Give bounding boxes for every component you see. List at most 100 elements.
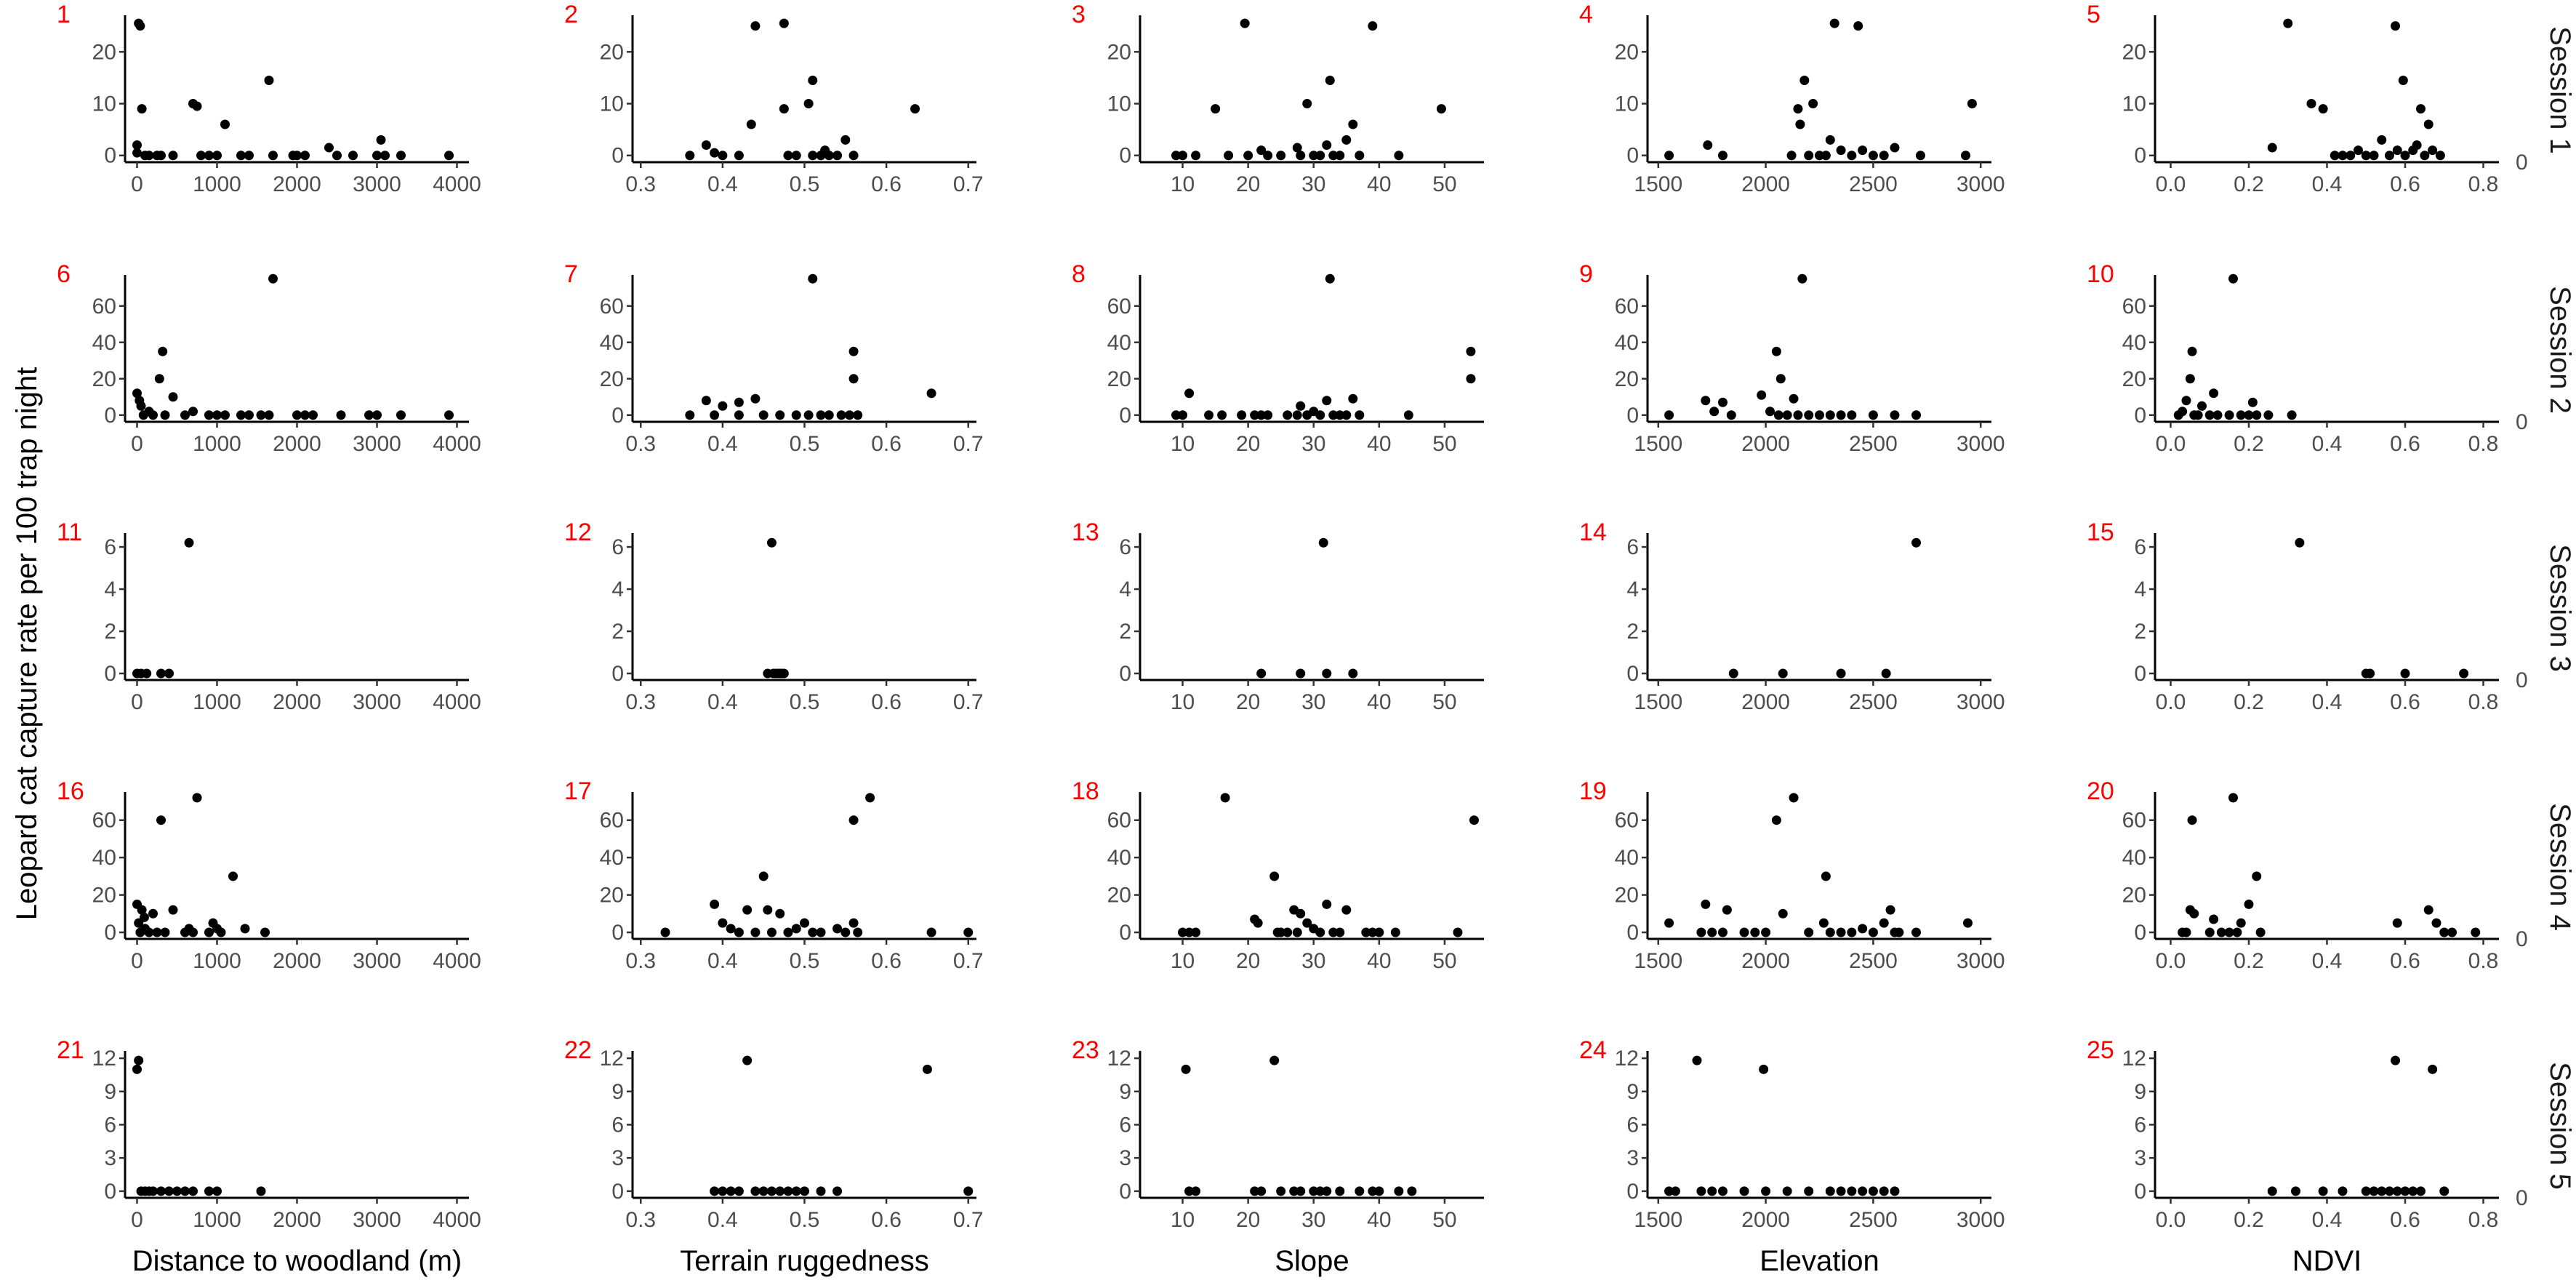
y-tick-label: 0: [611, 921, 624, 945]
data-point: [2244, 899, 2254, 909]
data-point: [192, 101, 202, 111]
data-point: [2392, 1186, 2402, 1196]
y-tick-label: 6: [1626, 1113, 1639, 1137]
data-point: [2412, 140, 2422, 150]
data-point: [1815, 410, 1824, 420]
y-tick-label: 0: [1119, 921, 1131, 945]
y-tick-label: 3: [2134, 1146, 2146, 1170]
data-point: [1184, 1186, 1195, 1196]
panel-18: 0 20 40 60 10 20 30 40 50 18: [1072, 777, 1484, 973]
data-point: [228, 871, 238, 881]
data-point: [1341, 135, 1352, 145]
data-point: [204, 927, 214, 937]
data-point: [816, 927, 826, 937]
data-point: [212, 410, 222, 420]
data-point: [775, 908, 785, 919]
data-point: [1739, 1186, 1749, 1196]
panel-6: 0 20 40 60 0 1000 2000 3000 4000 6: [57, 260, 481, 456]
x-tick-label: 50: [1432, 690, 1456, 714]
x-tick-label: 0.3: [625, 1208, 656, 1232]
data-point: [1707, 927, 1717, 937]
y-tick-label: 60: [2122, 809, 2146, 833]
panel-16: 0 20 40 60 0 1000 2000 3000 4000 16: [57, 777, 481, 973]
data-point: [1853, 21, 1863, 31]
y-tick-label: 2: [611, 620, 624, 644]
data-point: [1469, 815, 1479, 825]
x-tick-label: 0.4: [2312, 949, 2343, 973]
y-tick-label: 40: [92, 846, 116, 870]
data-point: [244, 410, 254, 420]
data-point: [1728, 668, 1738, 679]
data-point: [2178, 407, 2188, 417]
data-point: [1315, 927, 1325, 937]
data-point: [2212, 410, 2223, 420]
y-tick-label: 20: [92, 884, 116, 908]
data-point: [2187, 346, 2197, 356]
panel-number: 13: [1072, 519, 1099, 546]
data-point: [1858, 145, 1868, 156]
data-point: [910, 104, 920, 114]
data-point: [783, 151, 793, 161]
panel-9: 0 20 40 60 1500 2000 2500 3000 9: [1579, 260, 2005, 456]
data-point: [1184, 388, 1195, 399]
data-point: [1315, 1186, 1325, 1196]
data-point: [1825, 135, 1835, 145]
data-point: [216, 927, 226, 937]
x-tick-label: 1500: [1634, 172, 1682, 196]
x-tick-label: 0.4: [707, 690, 738, 714]
panel-number: 6: [57, 260, 71, 288]
data-point: [2428, 1064, 2438, 1074]
x-tick-label: 3000: [353, 690, 401, 714]
data-point: [332, 151, 342, 161]
data-point: [372, 151, 382, 161]
data-point: [1184, 927, 1195, 937]
data-point: [2439, 927, 2449, 937]
data-point: [783, 927, 793, 937]
panel-10: 0 20 40 60 0.0 0.2 0.4 0.6 0.8 10: [2087, 260, 2499, 456]
data-point: [1759, 1064, 1769, 1074]
data-point: [1821, 151, 1831, 161]
data-point: [1243, 151, 1253, 161]
data-point: [2189, 908, 2199, 919]
panel-17: 0 20 40 60 0.3 0.4 0.5 0.6 0.7 17: [564, 777, 984, 973]
data-point: [726, 1186, 736, 1196]
data-point: [1911, 927, 1922, 937]
y-tick-label: 9: [1626, 1080, 1639, 1104]
panel-8: 0 20 40 60 10 20 30 40 50 8: [1072, 260, 1484, 456]
data-point: [1269, 871, 1280, 881]
data-point: [734, 151, 744, 161]
data-point: [148, 410, 158, 420]
data-point: [2224, 410, 2234, 420]
data-point: [1256, 410, 1267, 420]
x-tick-label: 2000: [1741, 172, 1790, 196]
data-point: [220, 119, 230, 129]
y-tick-label: 60: [1107, 295, 1131, 319]
data-point: [1276, 151, 1286, 161]
right-axis-label: 0: [2516, 410, 2528, 434]
y-tick-label: 6: [2134, 535, 2146, 559]
x-tick-label: 50: [1432, 949, 1456, 973]
data-point: [853, 927, 863, 937]
data-point: [156, 668, 166, 679]
data-point: [188, 927, 198, 937]
data-point: [803, 410, 814, 420]
x-tick-label: 1500: [1634, 432, 1682, 456]
data-point: [1911, 537, 1922, 548]
data-point: [1847, 1186, 1857, 1196]
x-tick-label: 0: [131, 172, 143, 196]
y-tick-label: 4: [1119, 577, 1131, 601]
y-tick-label: 0: [611, 144, 624, 168]
data-point: [132, 388, 142, 399]
x-tick-label: 1000: [193, 949, 241, 973]
data-point: [180, 410, 190, 420]
x-tick-label: 4000: [433, 172, 481, 196]
data-point: [1335, 1186, 1345, 1196]
data-point: [160, 410, 170, 420]
x-tick-label: 10: [1171, 1208, 1195, 1232]
data-point: [734, 1186, 744, 1196]
data-point: [766, 537, 777, 548]
x-tick-label: 4000: [433, 432, 481, 456]
y-tick-label: 0: [1119, 662, 1131, 686]
data-point: [2263, 410, 2274, 420]
x-tick-label: 3000: [1957, 432, 2005, 456]
